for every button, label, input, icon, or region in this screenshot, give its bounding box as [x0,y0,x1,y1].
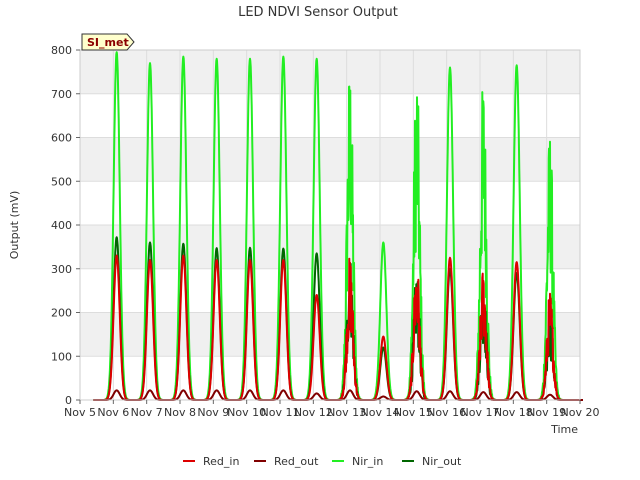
x-tick-label: Nov 15 [394,406,433,419]
y-tick-label: 600 [51,132,72,145]
x-tick-label: Nov 13 [327,406,366,419]
grid-band [80,225,580,269]
y-tick-label: 400 [51,219,72,232]
y-tick-label: 300 [51,263,72,276]
site-label: SI_met [87,36,129,49]
y-tick-label: 700 [51,88,72,101]
chart-title: LED NDVI Sensor Output [238,5,398,20]
x-tick-label: Nov 7 [131,406,163,419]
grid-band [80,137,580,182]
x-tick-label: Nov 17 [461,406,500,419]
x-tick-label: Nov 19 [527,406,566,419]
legend-label: Nir_in [352,455,383,468]
x-axis-label: Time [550,423,578,436]
x-tick-label: Nov 6 [97,406,129,419]
alternating-bands [80,50,580,357]
y-axis-label: Output (mV) [8,191,21,260]
legend-label: Red_out [274,455,319,468]
x-tick-label: Nov 9 [197,406,229,419]
x-tick-label: Nov 5 [64,406,96,419]
grid-band [80,50,580,94]
y-tick-label: 800 [51,44,72,57]
x-tick-label: Nov 8 [164,406,196,419]
legend: Red_in Red_out Nir_in Nir_out [183,455,462,468]
y-axis-ticks: 0 100 200 300 400 500 600 700 800 [51,44,80,407]
x-tick-label: Nov 10 [227,406,266,419]
x-tick-label: Nov 18 [494,406,533,419]
y-tick-label: 500 [51,175,72,188]
x-tick-label: Nov 16 [427,406,466,419]
x-tick-label: Nov 20 [561,406,600,419]
site-label-badge: SI_met [81,33,135,51]
x-tick-label: Nov 14 [361,406,400,419]
y-tick-label: 100 [51,350,72,363]
y-tick-label: 200 [51,307,72,320]
y-tick-label: 0 [65,394,72,407]
legend-label: Nir_out [422,455,462,468]
x-tick-label: Nov 12 [294,406,333,419]
x-tick-label: Nov 11 [261,406,300,419]
legend-label: Red_in [203,455,239,468]
grid-band [80,312,580,357]
